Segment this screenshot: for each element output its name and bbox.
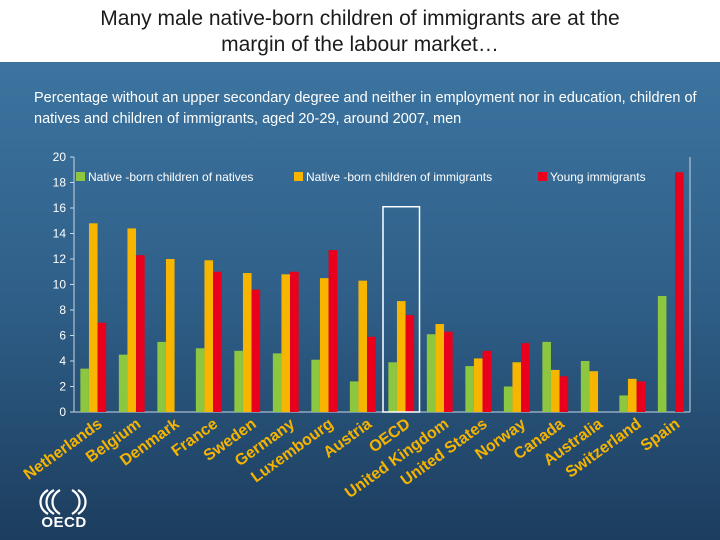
bar-oecd-series-3 xyxy=(405,315,415,412)
y-tick-label: 20 xyxy=(53,150,67,164)
legend-label: Native -born children of immigrants xyxy=(306,170,492,184)
bar-luxembourg-series-3 xyxy=(328,250,338,412)
bar-united-kingdom-series-1 xyxy=(426,334,436,412)
bar-germany-series-3 xyxy=(290,271,299,412)
legend-swatch xyxy=(76,172,85,181)
legend-swatch xyxy=(538,172,547,181)
bar-denmark-series-1 xyxy=(157,341,166,412)
bar-switzerland-series-1 xyxy=(619,395,628,412)
y-tick-label: 6 xyxy=(59,329,66,343)
bar-belgium-series-3 xyxy=(136,255,145,412)
bar-sweden-series-1 xyxy=(234,350,243,412)
y-tick-label: 10 xyxy=(53,278,67,292)
legend-swatch xyxy=(294,172,303,181)
x-tick-label: Spain xyxy=(638,415,683,454)
bar-norway-series-3 xyxy=(521,343,530,412)
chart-subtitle: Percentage without an upper secondary de… xyxy=(34,90,697,127)
bar-belgium-series-2 xyxy=(127,228,137,412)
bar-united-states-series-1 xyxy=(465,366,474,412)
y-tick-label: 18 xyxy=(53,176,67,190)
bar-austria-series-1 xyxy=(349,381,359,412)
bar-belgium-series-1 xyxy=(118,354,128,412)
bar-luxembourg-series-2 xyxy=(319,278,329,412)
bar-norway-series-2 xyxy=(512,362,522,412)
bar-oecd-series-2 xyxy=(396,301,406,412)
page-title: Many male native-born children of immigr… xyxy=(100,7,620,56)
bar-canada-series-1 xyxy=(542,341,551,412)
bar-australia-series-1 xyxy=(580,361,590,412)
bar-germany-series-2 xyxy=(281,274,291,412)
bar-austria-series-2 xyxy=(358,280,368,412)
bar-united-states-series-2 xyxy=(473,358,483,412)
bar-germany-series-1 xyxy=(272,353,282,412)
bar-united-kingdom-series-2 xyxy=(435,324,445,412)
oecd-highlight-box xyxy=(382,205,421,413)
bar-norway-series-1 xyxy=(503,386,513,412)
bar-oecd-series-1 xyxy=(388,362,397,412)
bar-canada-series-2 xyxy=(550,369,560,412)
oecd-logo-text: OECD xyxy=(41,514,87,531)
bar-switzerland-series-3 xyxy=(636,381,646,412)
y-tick-label: 0 xyxy=(59,405,66,419)
y-tick-label: 2 xyxy=(59,380,66,394)
bar-france-series-3 xyxy=(213,271,222,412)
bar-sweden-series-2 xyxy=(242,273,252,412)
bar-chart: 0 2 4 6 8 10 12 14 16 18 20 Native -born children … xyxy=(21,150,691,502)
bar-austria-series-3 xyxy=(367,336,376,412)
oecd-logo-icon xyxy=(39,489,87,515)
bar-netherlands-series-2 xyxy=(88,223,98,412)
bar-denmark-series-2 xyxy=(165,259,175,412)
y-tick-label: 4 xyxy=(59,354,66,368)
bar-netherlands-series-1 xyxy=(80,368,89,412)
bar-canada-series-3 xyxy=(559,376,569,412)
y-axis: 0 2 4 6 8 10 12 14 16 18 20 xyxy=(53,150,691,419)
bar-france-series-2 xyxy=(204,260,214,412)
chart-legend: Native -born children of natives Native -… xyxy=(76,170,646,184)
bar-luxembourg-series-1 xyxy=(311,359,320,412)
y-tick-label: 8 xyxy=(59,303,66,317)
legend-label: Young immigrants xyxy=(550,170,646,184)
y-tick-label: 14 xyxy=(53,227,67,241)
y-tick-label: 16 xyxy=(53,201,67,215)
x-axis: NetherlandsBelgiumDenmarkFranceSwedenGer… xyxy=(21,415,683,501)
bar-united-states-series-3 xyxy=(482,350,492,412)
bar-switzerland-series-2 xyxy=(627,378,637,412)
y-tick-label: 12 xyxy=(53,252,67,266)
bar-united-kingdom-series-3 xyxy=(444,331,453,412)
bar-spain-series-3 xyxy=(675,172,684,412)
bar-australia-series-2 xyxy=(589,371,599,412)
bar-series-group xyxy=(80,172,684,413)
bar-sweden-series-3 xyxy=(251,289,261,412)
bar-spain-series-1 xyxy=(657,295,667,412)
bar-france-series-1 xyxy=(195,348,205,412)
legend-label: Native -born children of natives xyxy=(88,170,253,184)
title-band xyxy=(0,0,720,62)
bar-netherlands-series-3 xyxy=(97,322,107,412)
